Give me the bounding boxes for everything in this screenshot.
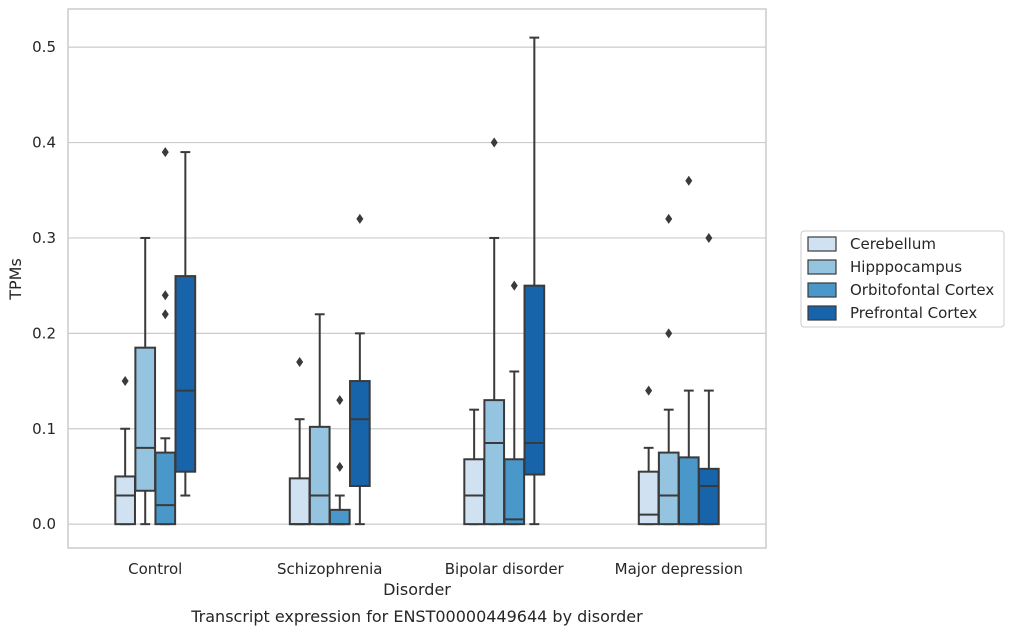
box-body bbox=[677, 456, 700, 526]
box-2-0 bbox=[154, 147, 177, 526]
box-body bbox=[657, 451, 680, 526]
outlier-point bbox=[121, 376, 129, 387]
legend-swatch bbox=[807, 305, 837, 321]
box-body bbox=[463, 458, 485, 526]
box-1-0 bbox=[134, 236, 157, 526]
x-tick-label: Schizophrenia bbox=[277, 560, 382, 578]
y-tick-label: 0.5 bbox=[32, 38, 56, 56]
legend-label: Prefrontal Cortex bbox=[850, 304, 977, 322]
box-0-0 bbox=[114, 376, 136, 526]
outlier-point bbox=[685, 175, 693, 186]
y-tick-label: 0.0 bbox=[32, 515, 56, 533]
x-tick-label: Control bbox=[128, 560, 182, 578]
box-body bbox=[483, 399, 506, 526]
legend-frame bbox=[800, 230, 1005, 328]
box-body bbox=[637, 470, 660, 526]
legend-label: Orbitofontal Cortex bbox=[850, 281, 994, 299]
outlier-point bbox=[161, 309, 169, 320]
y-tick-label: 0.4 bbox=[32, 134, 56, 152]
outlier-point bbox=[161, 290, 169, 301]
box-body bbox=[134, 346, 157, 492]
outlier-point bbox=[665, 213, 673, 224]
box-3-1 bbox=[349, 213, 371, 526]
box-2-2 bbox=[503, 280, 526, 526]
y-tick-label: 0.2 bbox=[32, 324, 56, 342]
box-body bbox=[349, 380, 371, 487]
legend-label: Hipppocampus bbox=[850, 258, 962, 276]
outlier-point bbox=[490, 137, 498, 148]
legend-swatch bbox=[807, 282, 837, 298]
box-3-2 bbox=[523, 36, 546, 526]
y-tick-label: 0.3 bbox=[32, 229, 56, 247]
legend-swatch bbox=[807, 259, 837, 275]
outlier-point bbox=[161, 147, 169, 158]
x-tick-labels: Control Schizophrenia Bipolar disorder Majo… bbox=[128, 560, 743, 578]
legend-swatch bbox=[807, 236, 837, 252]
figure-caption: Transcript expression for ENST0000044964… bbox=[190, 607, 643, 626]
outlier-point bbox=[336, 461, 344, 472]
x-tick-label: Bipolar disorder bbox=[445, 560, 565, 578]
y-tick-labels: 0.0 0.1 0.2 0.3 0.4 0.5 bbox=[32, 38, 56, 533]
box-3-3 bbox=[698, 232, 720, 526]
x-axis-title: Disorder bbox=[383, 580, 451, 599]
outlier-point bbox=[705, 232, 713, 243]
box-3-0 bbox=[174, 151, 197, 497]
box-0-2 bbox=[463, 408, 485, 526]
box-1-2 bbox=[483, 137, 506, 526]
box-body bbox=[174, 275, 197, 473]
box-1-3 bbox=[657, 213, 680, 526]
boxes-layer bbox=[114, 36, 720, 526]
y-tick-label: 0.1 bbox=[32, 420, 56, 438]
plot-frame bbox=[67, 8, 767, 549]
outlier-point bbox=[296, 356, 304, 367]
box-body bbox=[698, 467, 720, 526]
outlier-point bbox=[645, 385, 653, 396]
box-body bbox=[288, 477, 311, 526]
legend-label: Cerebellum bbox=[850, 235, 936, 253]
box-body bbox=[503, 458, 526, 526]
box-body bbox=[154, 451, 177, 526]
legend: Cerebellum Hipppocampus Orbitofontal Corte… bbox=[800, 230, 1005, 328]
outlier-point bbox=[336, 395, 344, 406]
box-body bbox=[523, 284, 546, 476]
outlier-point bbox=[356, 213, 364, 224]
box-body bbox=[308, 425, 331, 526]
box-body bbox=[114, 475, 136, 526]
box-body bbox=[328, 508, 351, 526]
outlier-point bbox=[665, 328, 673, 339]
y-axis-title: TPMs bbox=[6, 258, 25, 301]
box-1-1 bbox=[308, 313, 331, 526]
outlier-point bbox=[510, 280, 518, 291]
box-2-1 bbox=[328, 395, 351, 526]
x-tick-label: Major depression bbox=[615, 560, 743, 578]
box-0-3 bbox=[637, 385, 660, 526]
